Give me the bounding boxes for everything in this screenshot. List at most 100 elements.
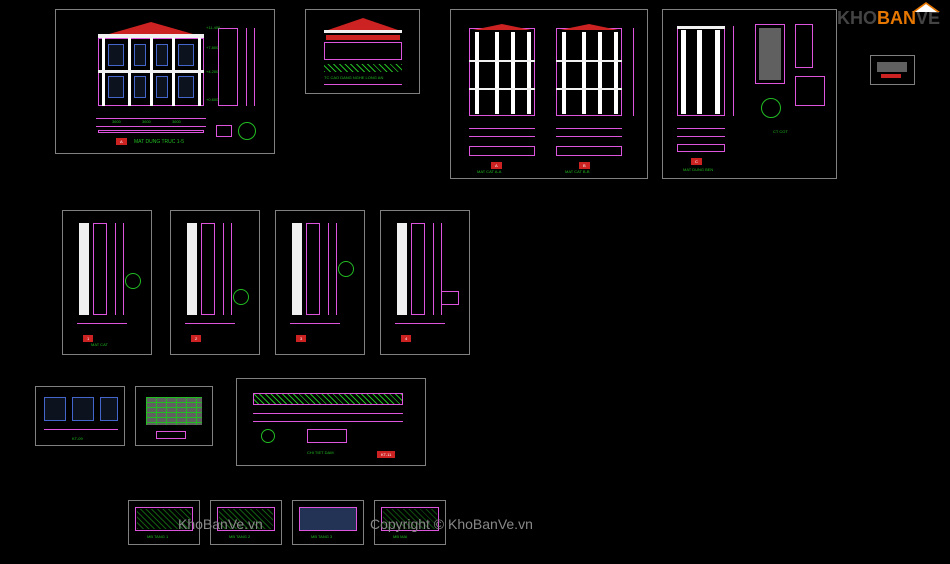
drawing-title: MAT CAT A-A (477, 170, 501, 174)
logo-text-ban: BAN (877, 8, 916, 28)
sheet-tag: A (116, 138, 127, 145)
floor-slab (469, 60, 535, 62)
table-grid (146, 397, 202, 425)
dim-h (253, 413, 403, 414)
column (475, 32, 479, 114)
dim-v (223, 223, 224, 315)
dim-text: 3600 (172, 120, 181, 124)
drawing-frame-section-3: 3 (275, 210, 365, 355)
window (134, 76, 146, 98)
drawing-title: MB MAI (393, 535, 407, 539)
wat ark-left: KhoBanVe.vn (178, 516, 263, 532)
dim-h (677, 136, 725, 137)
column (582, 32, 586, 114)
dim-text: 3600 (142, 120, 151, 124)
window (178, 76, 194, 98)
floor-slab (556, 88, 622, 90)
sheet-tag: 1 (83, 335, 93, 342)
column (614, 32, 618, 114)
hatch (324, 64, 402, 72)
dim-v (633, 28, 634, 116)
drawing-title: MAT DUNG BEN (683, 168, 713, 172)
column (495, 32, 499, 114)
dim-v (254, 28, 255, 106)
detail-strip (98, 130, 204, 133)
drawing-frame-section-4: 4 (380, 210, 470, 355)
drawing-title: MB TANG 3 (311, 535, 332, 539)
drawing-title: MAT CAT B-B (565, 170, 590, 174)
dim-h (44, 429, 118, 430)
win (72, 397, 94, 421)
dim-h (395, 323, 445, 324)
drawing-frame-small (870, 55, 915, 85)
detail-callout (261, 429, 275, 443)
floor-band (98, 70, 204, 73)
outline (306, 223, 320, 315)
detail-fill (759, 28, 781, 80)
detail-outline (795, 76, 825, 106)
detail (877, 62, 907, 72)
detail-plan (441, 291, 459, 305)
column (511, 32, 515, 114)
column (697, 30, 702, 114)
drawing-title: MB TANG 2 (229, 535, 250, 539)
detail-callout (238, 122, 256, 140)
dim-h (324, 84, 402, 85)
section-strip (218, 28, 238, 106)
drawing-title: CT COT (773, 130, 788, 134)
roof (473, 24, 531, 30)
detail-plan (677, 144, 725, 152)
dim-h (253, 421, 403, 422)
detail-callout (338, 261, 354, 277)
watermark-right: Copyright © KhoBanVe.vn (370, 516, 533, 532)
level-label: +11.400 (206, 26, 220, 30)
outline (93, 223, 107, 315)
outline (201, 223, 215, 315)
level-label: +4.200 (206, 70, 218, 74)
detail-callout (125, 273, 141, 289)
level-label: +0.600 (206, 98, 218, 102)
sheet-tag: 3 (296, 335, 306, 342)
dim-h (290, 323, 340, 324)
roof (560, 24, 618, 30)
window (108, 44, 124, 66)
sheet-tag: C (691, 158, 702, 165)
sheet-tag: 2 (191, 335, 201, 342)
dim-v (246, 28, 247, 106)
dim-v (115, 223, 116, 315)
column (562, 32, 566, 114)
window (134, 44, 146, 66)
wall-strip (187, 223, 197, 315)
detail-callout (761, 98, 781, 118)
brand-logo: KHOBANVE (837, 8, 940, 29)
outline (253, 393, 403, 405)
drawing-title: MAT CAT (91, 343, 108, 347)
wall-strip (397, 223, 407, 315)
dim-v (123, 223, 124, 315)
detail-plan (556, 146, 622, 156)
plan-outline (299, 507, 357, 531)
window (156, 76, 168, 98)
level-label: +7.800 (206, 46, 218, 50)
detail (307, 429, 347, 443)
wall-strip (79, 223, 89, 315)
win (100, 397, 118, 421)
column (681, 30, 686, 114)
sheet-tag: A (491, 162, 502, 169)
drawing-frame-misc-a: KT-09 (35, 386, 125, 446)
dim-h (677, 128, 725, 129)
window (178, 44, 194, 66)
drawing-frame-sections: A B MAT CAT A-A MAT CAT B-B (450, 9, 648, 179)
dim-h (469, 136, 535, 137)
drawing-title: MB TANG 1 (147, 535, 168, 539)
drawing-frame-roof-detail: TC CAO DANG NGHE LONG AN (305, 9, 420, 94)
dim-v (328, 223, 329, 315)
outline (411, 223, 425, 315)
drawing-frame-beam-detail: CHI TIET DAM KT-11 (236, 378, 426, 466)
sheet-tag: 4 (401, 335, 411, 342)
column (598, 32, 602, 114)
window (156, 44, 168, 66)
sheet-tag: KT-11 (377, 451, 395, 458)
window (108, 76, 124, 98)
dim-v (433, 223, 434, 315)
